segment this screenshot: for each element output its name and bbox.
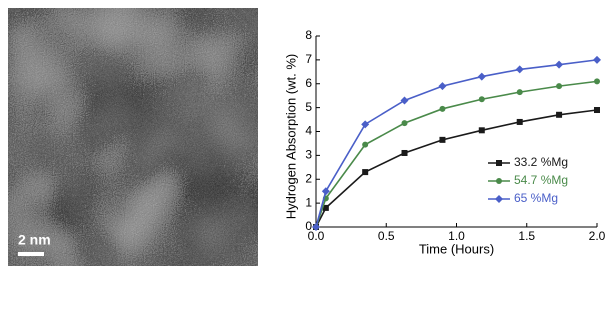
marker [439, 137, 445, 143]
marker [479, 127, 485, 133]
x-tick-label: 0.5 [378, 229, 395, 243]
y-tick-label: 4 [305, 124, 312, 138]
marker [362, 142, 368, 148]
tem-image [8, 8, 258, 266]
y-axis-label: Hydrogen Absorption (wt. %) [283, 54, 298, 219]
marker [517, 89, 523, 95]
marker [439, 106, 445, 112]
legend-label: 65 %Mg [514, 191, 558, 205]
y-tick-label: 7 [305, 52, 312, 66]
figure: 2 nm 0123456780.00.51.01.52.0Time (Hours… [0, 0, 609, 304]
marker [362, 169, 368, 175]
legend-marker [496, 178, 502, 184]
y-tick-label: 8 [305, 28, 312, 42]
legend-label: 54.7 %Mg [514, 173, 568, 187]
y-tick-label: 5 [305, 100, 312, 114]
marker [402, 120, 408, 126]
marker [556, 112, 562, 118]
marker [594, 78, 600, 84]
scale-bar [18, 252, 44, 256]
y-tick-label: 2 [305, 171, 312, 185]
y-tick-label: 6 [305, 76, 312, 90]
y-tick-label: 3 [305, 148, 312, 162]
y-tick-label: 1 [305, 195, 312, 209]
legend-marker [496, 160, 502, 166]
marker [517, 119, 523, 125]
x-tick-label: 2.0 [589, 229, 606, 243]
x-tick-label: 0.0 [308, 229, 325, 243]
x-axis-label: Time (Hours) [419, 241, 494, 256]
x-tick-label: 1.5 [518, 229, 535, 243]
marker [479, 96, 485, 102]
legend-label: 33.2 %Mg [514, 155, 568, 169]
marker [594, 107, 600, 113]
marker [556, 83, 562, 89]
marker [402, 150, 408, 156]
scale-bar-label: 2 nm [18, 232, 51, 248]
page: 2 nm 0123456780.00.51.01.52.0Time (Hours… [0, 0, 609, 309]
